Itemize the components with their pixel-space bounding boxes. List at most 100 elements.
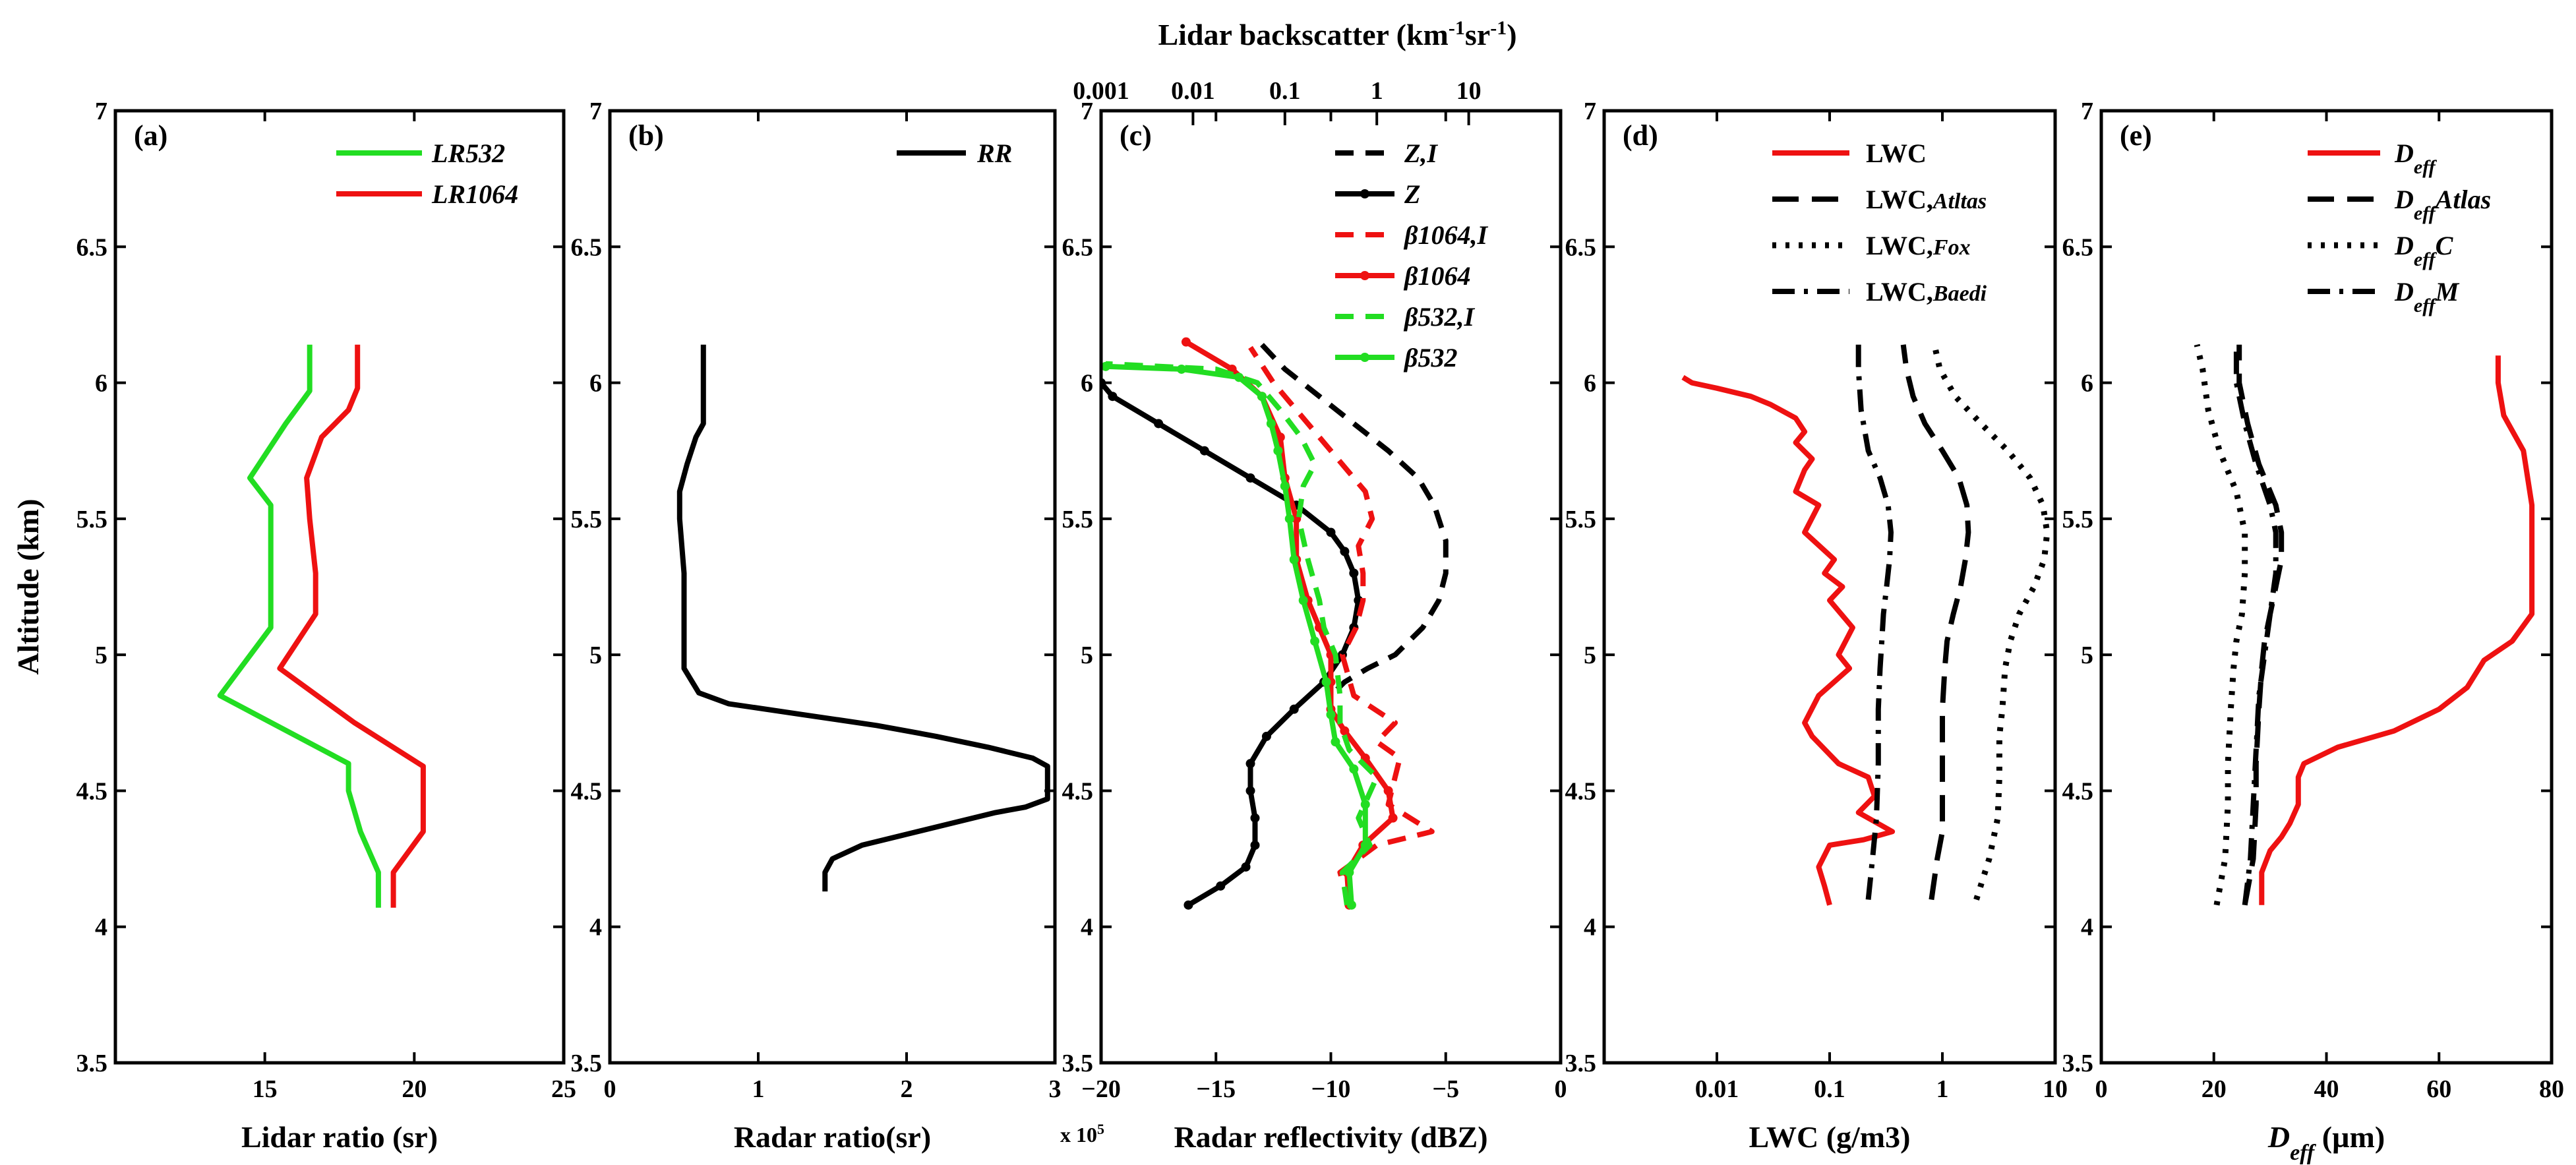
series-point-c-5-18 — [1101, 361, 1110, 371]
legend-label: β532,I — [1403, 302, 1475, 332]
y-tick-label: 4 — [589, 914, 602, 941]
top-tick-label: 10 — [1456, 77, 1482, 105]
y-tick-label: 6.5 — [76, 233, 108, 261]
y-tick-label: 4 — [1584, 914, 1596, 941]
top-tick-label: 0.1 — [1269, 77, 1301, 105]
y-tick-label: 3.5 — [1565, 1050, 1597, 1077]
panel-b: 3.5 4 4.5 5 5.5 6 6.5 7 0 1 2 3 Radar ratio(sr) x 105… — [571, 98, 1105, 1154]
series-line-d-3 — [1855, 344, 1894, 900]
y-tick-label: 6 — [2081, 370, 2093, 398]
y-tick-label: 6 — [589, 370, 602, 398]
panel-label: (e) — [2120, 119, 2152, 152]
series-point-c-5-4 — [1349, 764, 1359, 774]
y-tick-label: 7 — [95, 98, 107, 125]
x-tick-label: −20 — [1081, 1075, 1121, 1103]
series-point-c-5-14 — [1266, 419, 1276, 429]
y-tick-label: 5.5 — [1062, 506, 1094, 533]
series-line-c-4 — [1105, 361, 1380, 906]
legend-label: DeffAtlas — [2394, 185, 2491, 224]
series-point-c-1-19 — [1154, 419, 1164, 429]
x-tick-label: 15 — [253, 1075, 278, 1103]
y-tick-label: 7 — [2081, 98, 2093, 125]
x-tick-label: 60 — [2426, 1075, 2451, 1103]
y-tick-label: 6.5 — [2062, 233, 2094, 261]
legend-label: LWC,Fox — [1866, 231, 1971, 260]
series-point-c-5-17 — [1176, 364, 1186, 374]
panel-c: 3.5 4 4.5 5 5.5 6 6.5 7 −20 −15 −10 −5 0 Radar reflec… — [1062, 77, 1567, 1154]
x-axis-label: Radar reflectivity (dBZ) — [1174, 1120, 1487, 1154]
x-tick-label: 80 — [2539, 1075, 2564, 1103]
x-axis-label: Radar ratio(sr) — [734, 1120, 931, 1154]
series-point-c-5-9 — [1298, 595, 1308, 605]
x-tick-label: 0 — [1555, 1075, 1567, 1103]
y-tick-label: 3.5 — [571, 1050, 603, 1077]
x-tick-label: 20 — [402, 1075, 427, 1103]
series-point-c-3-4 — [1383, 786, 1393, 796]
series-point-c-1-20 — [1108, 392, 1118, 402]
series-point-c-5-3 — [1360, 800, 1370, 810]
legend-label: DeffC — [2394, 231, 2454, 270]
legend-marker — [1360, 353, 1369, 362]
series-point-c-1-4 — [1250, 813, 1260, 823]
series-point-c-1-7 — [1261, 731, 1271, 741]
x-tick-label: 0 — [604, 1075, 616, 1103]
series-point-c-1-14 — [1340, 547, 1350, 556]
legend-label: LWC,Atltas — [1866, 185, 1987, 214]
series-point-c-1-17 — [1245, 473, 1255, 483]
series-point-c-5-12 — [1280, 481, 1290, 491]
series-line-e-0 — [2259, 355, 2535, 905]
panel-label: (b) — [628, 119, 664, 152]
panel-e: 3.5 4 4.5 5 5.5 6 6.5 7 0 20 40 60 80 Deff (µm) (e) Def… — [2062, 98, 2565, 1165]
top-tick-label: 0.001 — [1073, 77, 1129, 105]
y-tick-label: 4 — [2081, 914, 2093, 941]
y-tick-label: 4.5 — [2062, 777, 2094, 805]
series-point-c-5-15 — [1257, 392, 1267, 402]
series-point-c-5-16 — [1234, 373, 1244, 382]
y-tick-label: 5.5 — [2062, 506, 2094, 533]
series-point-c-3-15 — [1275, 433, 1285, 442]
y-tick-label: 6 — [95, 370, 107, 398]
legend-marker — [1360, 271, 1369, 280]
x-axis-label: Deff (µm) — [2267, 1120, 2385, 1165]
x-tick-label: −5 — [1432, 1075, 1459, 1103]
x-axis-label: Lidar ratio (sr) — [241, 1120, 438, 1154]
y-tick-label: 5.5 — [571, 506, 603, 533]
y-tick-label: 4.5 — [1565, 777, 1597, 805]
axis-box — [2099, 109, 2554, 1065]
panel-label: (a) — [134, 119, 167, 152]
series-point-c-5-13 — [1273, 446, 1283, 456]
series-point-c-5-5 — [1331, 737, 1340, 747]
series-point-c-1-13 — [1349, 568, 1359, 578]
y-tick-label: 4.5 — [571, 777, 603, 805]
series-line-e-3 — [2233, 344, 2279, 906]
axis-box — [113, 109, 566, 1065]
legend-label: DeffM — [2394, 277, 2460, 316]
y-tick-label: 6.5 — [1062, 233, 1094, 261]
x-tick-label: −10 — [1311, 1075, 1351, 1103]
series-point-c-5-1 — [1344, 868, 1354, 878]
y-tick-label: 5 — [1584, 642, 1596, 669]
legend-label: LR532 — [431, 138, 505, 168]
y-tick-label: 5 — [2081, 642, 2093, 669]
x-tick-label: 1 — [752, 1075, 765, 1103]
panel-d: 3.5 4 4.5 5 5.5 6 6.5 7 0.01 0.1 1 10 LWC (g/m3) (d) L… — [1565, 98, 2068, 1154]
legend-label: β1064,I — [1403, 220, 1488, 250]
y-tick-label: 6.5 — [571, 233, 603, 261]
y-tick-label: 4.5 — [76, 777, 108, 805]
top-axis-title: Lidar backscatter (km-1sr-1) — [1158, 17, 1516, 52]
y-tick-label: 3.5 — [76, 1050, 108, 1077]
series-line-a-0 — [217, 344, 381, 908]
x-tick-label: 2 — [901, 1075, 913, 1103]
top-tick-label: 1 — [1371, 77, 1383, 105]
series-point-c-3-3 — [1388, 813, 1398, 823]
y-tick-label: 4 — [95, 914, 107, 941]
x-multiplier-label: x 105 — [1060, 1121, 1104, 1147]
y-tick-label: 3.5 — [1062, 1050, 1094, 1077]
x-tick-label: 0.01 — [1695, 1075, 1739, 1103]
legend-label: Z,I — [1404, 138, 1438, 168]
x-tick-label: 0 — [2095, 1075, 2108, 1103]
axis-box — [608, 109, 1057, 1065]
series-point-c-1-15 — [1326, 527, 1336, 537]
